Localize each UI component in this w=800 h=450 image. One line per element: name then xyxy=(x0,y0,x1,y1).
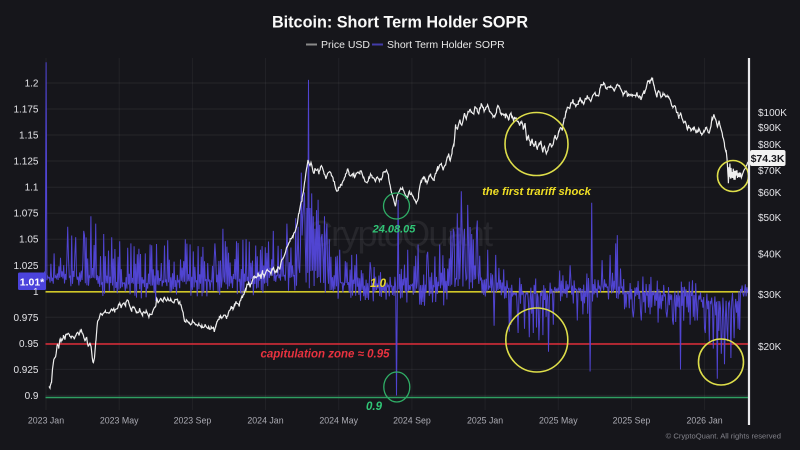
svg-text:$74.3K: $74.3K xyxy=(751,153,785,165)
svg-text:2023 Jan: 2023 Jan xyxy=(28,416,64,426)
svg-text:$100K: $100K xyxy=(758,108,787,119)
svg-text:$60K: $60K xyxy=(758,188,782,199)
svg-text:$40K: $40K xyxy=(758,250,782,261)
svg-text:1.1: 1.1 xyxy=(25,183,39,194)
svg-text:2025 Sep: 2025 Sep xyxy=(613,416,651,426)
svg-text:© CryptoQuant. All rights rese: © CryptoQuant. All rights reserved xyxy=(666,432,781,441)
svg-text:1.05: 1.05 xyxy=(19,235,39,246)
svg-text:2023 Sep: 2023 Sep xyxy=(174,416,212,426)
svg-text:$70K: $70K xyxy=(758,166,782,177)
svg-text:Price USD: Price USD xyxy=(321,39,370,51)
svg-text:0.9: 0.9 xyxy=(25,391,39,402)
svg-text:2024 May: 2024 May xyxy=(319,416,358,426)
svg-text:0.925: 0.925 xyxy=(13,365,38,376)
svg-text:1.025: 1.025 xyxy=(13,261,38,272)
svg-text:1: 1 xyxy=(33,287,39,298)
svg-text:2025 May: 2025 May xyxy=(539,416,578,426)
svg-text:1.01*: 1.01* xyxy=(20,277,45,289)
svg-text:$30K: $30K xyxy=(758,290,782,301)
svg-text:0.975: 0.975 xyxy=(13,313,38,324)
svg-text:Short Term Holder SOPR: Short Term Holder SOPR xyxy=(387,39,505,51)
svg-text:2025 Jan: 2025 Jan xyxy=(467,416,503,426)
svg-text:0.9: 0.9 xyxy=(366,401,383,413)
svg-text:1.075: 1.075 xyxy=(13,209,38,220)
svg-text:capitulation zone ≈ 0.95: capitulation zone ≈ 0.95 xyxy=(260,349,390,361)
svg-text:$80K: $80K xyxy=(758,140,782,151)
svg-text:2024 Sep: 2024 Sep xyxy=(393,416,431,426)
svg-text:1.125: 1.125 xyxy=(13,157,38,168)
svg-text:2023 May: 2023 May xyxy=(100,416,139,426)
svg-text:0.95: 0.95 xyxy=(19,339,39,350)
svg-text:$20K: $20K xyxy=(758,342,782,353)
svg-text:the first trariff shock: the first trariff shock xyxy=(482,186,591,198)
svg-text:2026 Jan: 2026 Jan xyxy=(686,416,722,426)
svg-text:1.2: 1.2 xyxy=(25,79,39,90)
svg-text:24.08.05: 24.08.05 xyxy=(372,224,417,236)
svg-text:1.175: 1.175 xyxy=(13,105,38,116)
svg-text:2024 Jan: 2024 Jan xyxy=(247,416,283,426)
svg-text:1.15: 1.15 xyxy=(19,131,39,142)
svg-text:Bitcoin: Short Term Holder SOP: Bitcoin: Short Term Holder SOPR xyxy=(272,14,528,32)
svg-text:1.0: 1.0 xyxy=(370,278,387,290)
svg-text:$50K: $50K xyxy=(758,213,782,224)
svg-text:$90K: $90K xyxy=(758,123,782,134)
